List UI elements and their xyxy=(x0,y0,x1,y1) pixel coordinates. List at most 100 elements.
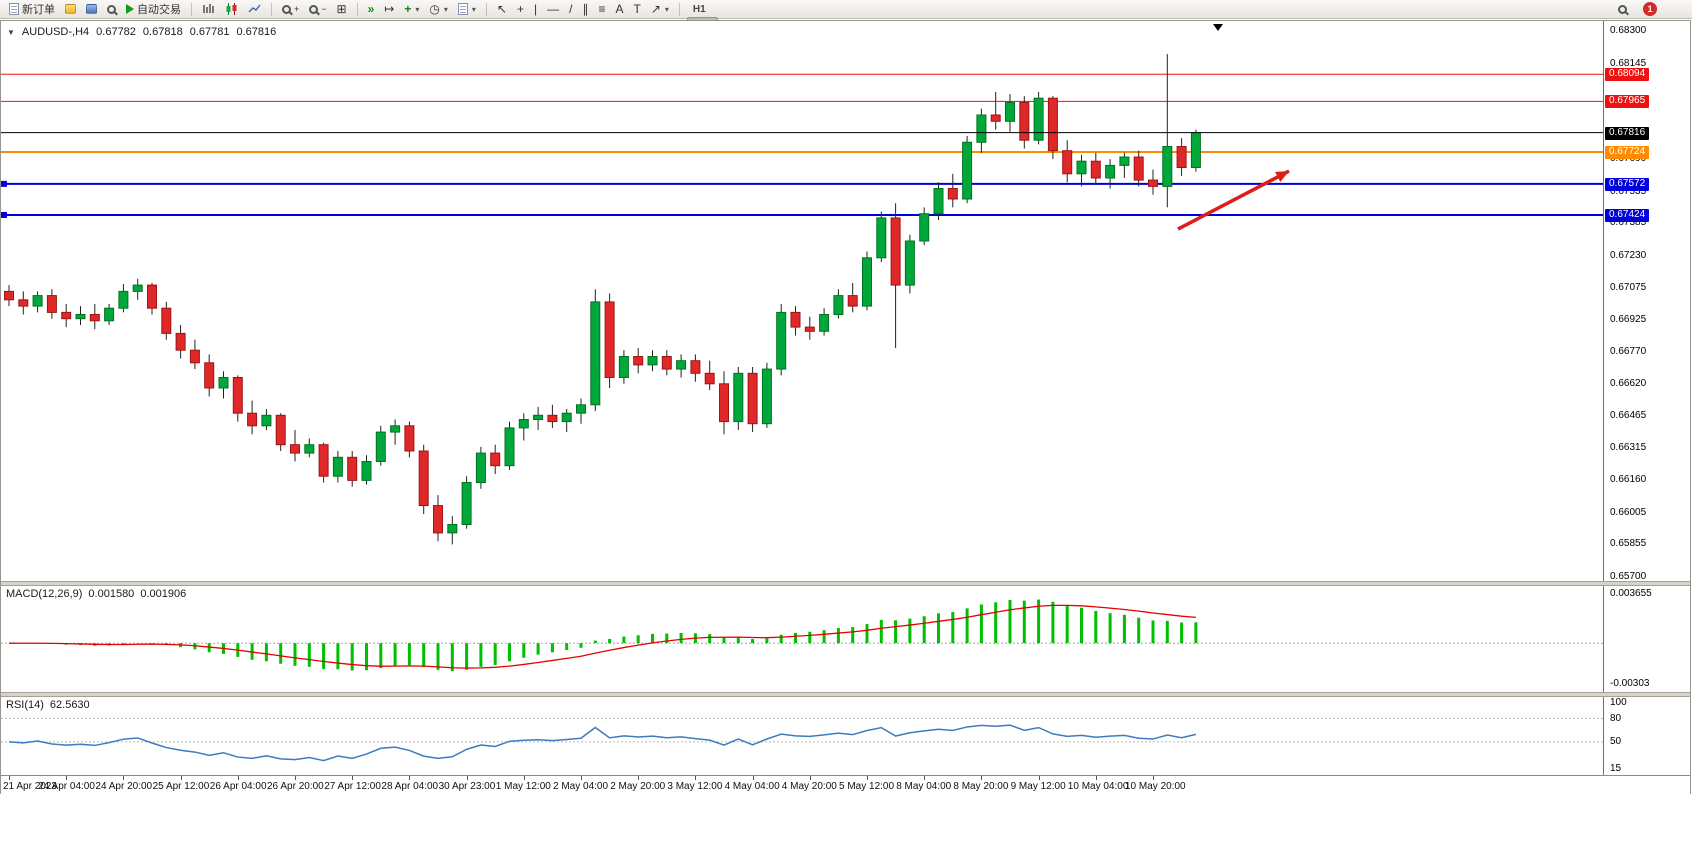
chart-shift-button[interactable]: ↦ xyxy=(380,1,398,18)
price-tag: 0.67965 xyxy=(1605,95,1650,109)
time-tick xyxy=(352,776,354,780)
indicators-button[interactable]: + ▾ xyxy=(400,1,423,18)
candles xyxy=(4,54,1201,545)
time-tick xyxy=(237,776,239,780)
candle xyxy=(418,450,429,507)
candle xyxy=(533,414,544,420)
line-chart-button[interactable] xyxy=(244,1,265,18)
candle xyxy=(876,217,887,259)
candle xyxy=(275,414,286,446)
profiles-button[interactable] xyxy=(82,1,101,18)
candlestick-chart-button[interactable] xyxy=(221,1,242,18)
auto-scroll-button[interactable]: » xyxy=(364,1,379,18)
candle xyxy=(4,290,14,301)
time-tick xyxy=(867,776,868,780)
time-label: 27 Apr 12:00 xyxy=(324,781,381,792)
templates-button[interactable]: ▾ xyxy=(454,1,480,18)
candlestick-chart-icon xyxy=(226,3,237,15)
trendline-button[interactable]: / xyxy=(565,1,576,18)
ohlc-open: 0.67782 xyxy=(96,26,136,38)
vertical-line-icon: | xyxy=(533,2,538,16)
price-axis-rsi: 100 80 50 15 xyxy=(1604,697,1690,775)
panel-separator[interactable] xyxy=(1,581,1690,586)
time-tick xyxy=(581,776,582,780)
candle xyxy=(790,311,801,328)
price-label: 100 xyxy=(1610,697,1627,708)
new-order-label: 新订单 xyxy=(22,4,55,16)
chart-title: AUDUSD-,H4 xyxy=(21,26,90,38)
candle xyxy=(18,299,29,307)
price-chart-canvas[interactable] xyxy=(1,21,1603,581)
candle xyxy=(690,360,701,374)
chevron-down-icon: ▾ xyxy=(471,4,476,14)
arrow-annotation xyxy=(1177,169,1290,231)
time-label: 10 May 04:00 xyxy=(1067,781,1129,792)
time-tick xyxy=(409,776,411,780)
candle xyxy=(704,372,715,385)
price-tag: 0.67816 xyxy=(1605,126,1650,140)
price-axis[interactable]: 0.683000.681450.676900.675350.673850.672… xyxy=(1603,21,1690,775)
candle xyxy=(1176,146,1187,168)
candle xyxy=(261,414,272,427)
price-label: 0.67385 xyxy=(1610,217,1647,229)
time-label: 24 Apr 04:00 xyxy=(38,781,95,792)
candle xyxy=(332,456,343,477)
market-watch-button[interactable] xyxy=(103,1,120,18)
new-order-button[interactable]: 新订单 xyxy=(5,1,59,18)
rsi-panel[interactable]: RSI(14) 62.5630 xyxy=(1,697,1603,775)
time-label: 30 Apr 23:00 xyxy=(438,781,496,792)
zoom-in-button[interactable]: + xyxy=(278,1,303,18)
candle xyxy=(304,444,315,454)
time-tick xyxy=(981,776,983,780)
text-button[interactable]: A xyxy=(611,1,627,18)
notification-badge[interactable]: 1 xyxy=(1643,2,1657,16)
time-axis[interactable]: 21 Apr 2023 24 Apr 04:00 24 Apr 20:00 25 Ap… xyxy=(1,775,1690,794)
candle xyxy=(404,425,415,452)
line-handle xyxy=(1,211,7,218)
autotrading-button[interactable]: 自动交易 xyxy=(122,1,185,18)
price-tag: 0.68094 xyxy=(1605,68,1650,82)
time-label: 9 May 12:00 xyxy=(1010,781,1066,792)
macd-signal-value: 0.001906 xyxy=(140,588,187,600)
bar-chart-button[interactable] xyxy=(198,1,219,18)
candle xyxy=(833,295,844,316)
candle xyxy=(804,326,815,332)
fibonacci-button[interactable]: ≡ xyxy=(594,1,609,18)
price-label: 80 xyxy=(1610,712,1622,724)
new-order-icon xyxy=(9,3,19,15)
tile-windows-button[interactable]: ⊞ xyxy=(333,1,351,18)
search-icon[interactable] xyxy=(1618,4,1627,14)
price-label: 0.67230 xyxy=(1610,249,1647,261)
candle xyxy=(1076,160,1087,175)
candle xyxy=(1105,164,1116,179)
main-chart-panel[interactable]: ▼ AUDUSD-,H4 0.67782 0.67818 0.67781 0.6… xyxy=(1,21,1603,581)
candle xyxy=(104,307,115,322)
candle xyxy=(75,314,86,320)
vertical-line-button[interactable]: | xyxy=(530,1,541,18)
candle xyxy=(561,412,572,423)
time-label: 5 May 12:00 xyxy=(839,781,895,792)
chart-window: ▼ AUDUSD-,H4 0.67782 0.67818 0.67781 0.6… xyxy=(0,20,1691,794)
text-label-button[interactable]: T xyxy=(629,1,644,18)
crosshair-button[interactable]: + xyxy=(513,1,528,18)
price-tag: 0.67724 xyxy=(1605,145,1650,159)
horizontal-line-button[interactable]: — xyxy=(543,1,563,18)
toolbar-separator xyxy=(191,2,192,16)
channel-button[interactable]: ∥ xyxy=(578,1,592,18)
macd-panel[interactable]: MACD(12,26,9) 0.001580 0.001906 xyxy=(1,586,1603,692)
panel-separator[interactable] xyxy=(1,692,1690,697)
text-icon: A xyxy=(615,2,624,16)
candle xyxy=(933,188,944,215)
periods-button[interactable]: ◷ ▾ xyxy=(425,1,452,18)
candle xyxy=(604,301,615,378)
indicators-icon: + xyxy=(404,2,412,16)
rsi-line xyxy=(8,724,1197,762)
arrows-button[interactable]: ↗ ▾ xyxy=(647,1,673,18)
alerts-button[interactable] xyxy=(61,1,80,18)
zoom-out-button[interactable]: − xyxy=(305,1,330,18)
one-click-collapse-icon[interactable]: ▼ xyxy=(7,27,15,37)
timeframe-h1[interactable]: H1 xyxy=(692,3,706,15)
cursor-button[interactable]: ↖ xyxy=(493,1,511,18)
macd-value: 0.001580 xyxy=(88,588,135,600)
zoom-out-icon xyxy=(309,4,319,14)
